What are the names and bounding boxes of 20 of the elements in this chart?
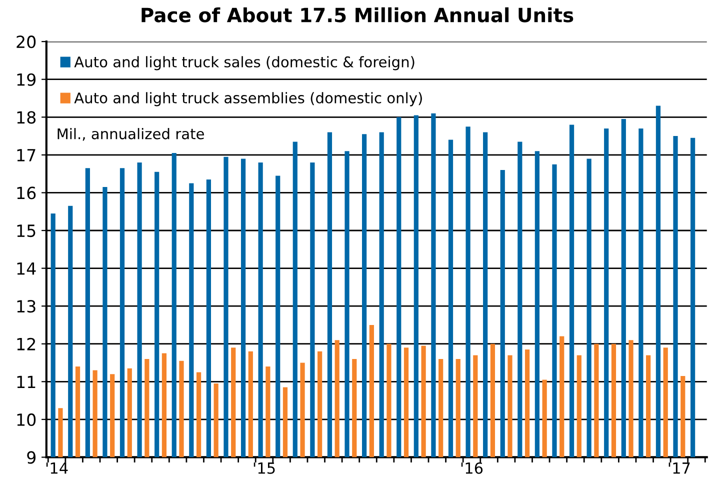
legend-label: Auto and light truck assemblies (domestic only)	[74, 92, 422, 106]
y-tick-label: 18	[17, 111, 36, 124]
x-tick-label: '14	[46, 462, 68, 474]
y-tick-label: 15	[17, 224, 36, 238]
x-tick-label: '15	[254, 462, 275, 474]
chart-title: Pace of About 17.5 Million Annual Units	[142, 7, 574, 22]
y-tick-label: 11	[17, 376, 36, 388]
y-tick-label: 14	[17, 262, 36, 275]
y-tick-label: 13	[17, 300, 36, 313]
annotation: Mil., annualized rate	[58, 128, 204, 141]
y-tick-label: 20	[16, 36, 36, 48]
x-tick-label: '16	[461, 462, 483, 474]
y-tick-label: 19	[17, 73, 36, 86]
y-tick-label: 12	[17, 338, 36, 350]
y-tick-label: 16	[17, 186, 36, 200]
x-tick-label: '17	[668, 462, 690, 474]
y-tick-label: 17	[17, 149, 36, 162]
legend-label: Auto and light truck sales (domestic & foreign)	[74, 56, 414, 70]
y-tick-label: 10	[17, 413, 36, 426]
y-tick-label: 9	[27, 451, 36, 464]
